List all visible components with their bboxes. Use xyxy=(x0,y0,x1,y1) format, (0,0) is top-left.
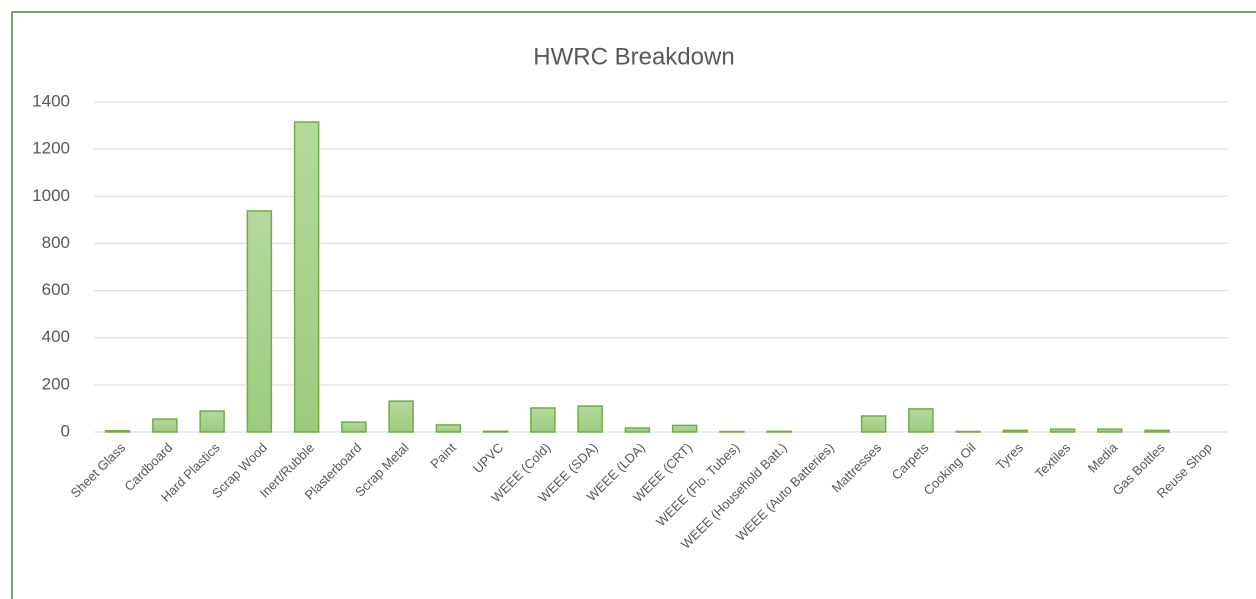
bar xyxy=(1049,428,1076,433)
bar xyxy=(1144,429,1170,433)
y-tick-label: 0 xyxy=(61,421,70,440)
bar xyxy=(104,430,131,433)
y-tick-label: 200 xyxy=(42,374,70,393)
bar xyxy=(293,121,320,433)
y-tick-label: 600 xyxy=(42,280,70,299)
bar xyxy=(530,407,556,433)
bar xyxy=(766,430,792,433)
bar xyxy=(624,427,651,433)
x-tick-label: Sheet Glass xyxy=(67,440,128,501)
bar xyxy=(577,405,603,433)
bar xyxy=(1002,429,1029,433)
bar xyxy=(908,408,934,433)
bar xyxy=(435,424,462,433)
y-tick-label: 1400 xyxy=(32,91,70,110)
bar xyxy=(246,210,273,433)
bar xyxy=(388,400,414,433)
x-tick-label: Tyres xyxy=(993,440,1026,473)
x-tick-label: WEEE (Auto Batteries) xyxy=(733,440,837,544)
y-tick-label: 800 xyxy=(42,233,70,252)
x-tick-label: Mattresses xyxy=(829,440,885,496)
y-tick-label: 1200 xyxy=(32,139,70,158)
x-tick-label: WEEE (Flo. Tubes) xyxy=(653,440,742,529)
bar xyxy=(152,418,178,433)
x-tick-label: Paint xyxy=(427,440,459,472)
x-tick-label: Textiles xyxy=(1032,440,1074,482)
x-tick-label: Carpets xyxy=(889,440,932,483)
bar xyxy=(341,421,367,433)
bar xyxy=(860,415,887,433)
x-tick-label: UPVC xyxy=(470,440,506,476)
bar xyxy=(482,430,509,433)
chart-title: HWRC Breakdown xyxy=(533,43,734,70)
bar xyxy=(671,424,698,433)
bar xyxy=(199,410,225,433)
chart-border xyxy=(11,11,1256,599)
y-tick-label: 400 xyxy=(42,327,70,346)
y-tick-label: 1000 xyxy=(32,186,70,205)
bar xyxy=(1097,428,1123,433)
x-tick-label: Media xyxy=(1085,439,1121,475)
